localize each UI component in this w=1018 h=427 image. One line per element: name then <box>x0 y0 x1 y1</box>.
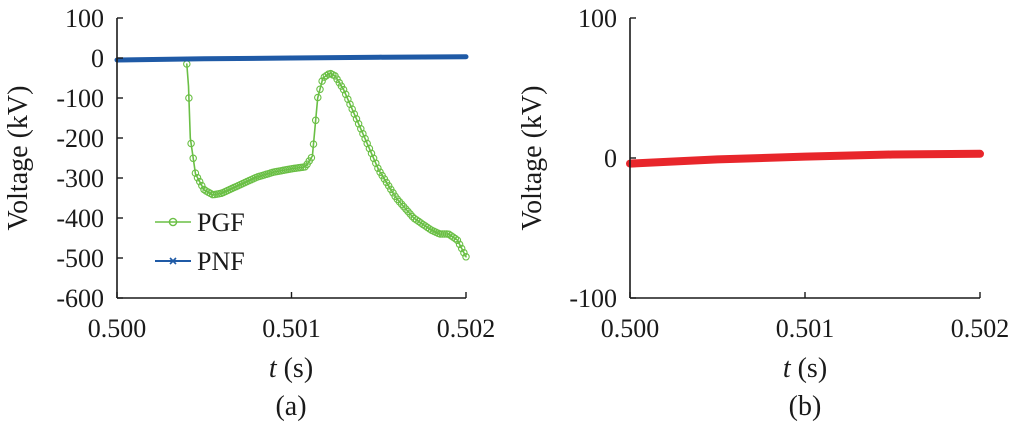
pgf-marker <box>402 205 410 213</box>
panel-a-x-axis-label: t (s) <box>269 353 313 384</box>
panel-a-x-tick-label: 0.501 <box>262 314 321 343</box>
pgf-marker <box>395 197 404 206</box>
panel-b-x-tick-label: 0.500 <box>601 314 660 343</box>
panel-b-x-tick-label: 0.502 <box>951 314 1010 343</box>
panel-a-y-tick-label: -500 <box>56 244 104 273</box>
pgf-marker <box>359 129 367 138</box>
pgf-marker <box>361 134 369 143</box>
panel-b-y-tick-label: 100 <box>578 4 617 33</box>
panel-a-y-tick-label: -100 <box>56 84 104 113</box>
pgf-marker <box>198 181 206 190</box>
pgf-marker <box>352 115 361 123</box>
panel-b-caption: (b) <box>789 391 822 422</box>
pgf-marker <box>339 85 348 94</box>
pgf-marker <box>185 94 193 102</box>
pgf-marker <box>457 244 466 253</box>
panel-b-x-label-var: t <box>783 353 792 384</box>
pgf-marker <box>399 202 408 211</box>
pgf-marker <box>307 153 316 162</box>
pgf-marker <box>193 173 202 182</box>
panel-b-y-axis-label: Voltage (kV) <box>517 86 548 231</box>
panel-a-y-tick-label: -400 <box>56 204 104 233</box>
panel-b-x-axis-label: t (s) <box>783 353 827 384</box>
panel-a-y-tick-label: 100 <box>65 4 104 33</box>
panel-a-y-tick-marks <box>117 17 123 299</box>
pgf-marker <box>344 95 352 103</box>
panel-a-x-label-var: t <box>269 353 278 384</box>
panel-b-y-tick-marks <box>630 17 636 299</box>
chart-panel-a: 100 0 -100 -200 -300 -400 -500 -600 0.50… <box>3 4 495 422</box>
panel-a-caption: (a) <box>275 391 306 422</box>
pgf-marker <box>462 253 470 261</box>
pgf-marker <box>372 159 380 167</box>
legend-pgf-marker <box>168 217 178 227</box>
pgf-marker <box>357 125 365 133</box>
pgf-marker <box>314 93 322 102</box>
panel-a-x-tick-label: 0.502 <box>437 314 496 343</box>
panel-b-y-tick-label: 0 <box>604 144 617 173</box>
pgf-marker <box>369 154 378 163</box>
panel-b-x-tick-marks <box>629 292 981 298</box>
panel-a-y-tick-label: 0 <box>91 44 104 73</box>
pgf-marker <box>451 234 460 243</box>
pgf-marker <box>397 200 406 208</box>
pgf-marker <box>318 77 326 85</box>
pgf-marker <box>367 149 376 158</box>
pgf-marker <box>316 85 324 94</box>
pgf-marker <box>453 236 462 245</box>
panel-a-x-tick-label: 0.500 <box>88 314 147 343</box>
panel-b-y-tick-label: -100 <box>569 284 617 313</box>
panel-b-data-marks <box>626 149 984 168</box>
panel-a-y-axis-label: Voltage (kV) <box>3 86 34 231</box>
pgf-marker <box>460 248 468 257</box>
pgf-marker <box>374 164 382 172</box>
panel-a-y-tick-label: -600 <box>56 284 104 313</box>
pgf-marker <box>189 154 197 163</box>
chart-panel-b: 100 0 -100 0.500 0.501 0.502 t (s) Volta… <box>517 4 1009 422</box>
legend-pnf-marker <box>169 257 177 265</box>
pgf-marker <box>195 177 204 186</box>
pgf-marker <box>406 210 414 218</box>
pgf-marker <box>404 207 412 216</box>
panel-a-x-tick-marks <box>116 292 467 298</box>
pgf-marker <box>311 116 320 125</box>
series-0-line <box>626 149 984 168</box>
pgf-marker <box>187 139 195 148</box>
panel-a-y-tick-label: -300 <box>56 164 104 193</box>
panel-a-data-marks <box>114 54 470 261</box>
pnf-line <box>114 54 469 63</box>
legend-pnf-label: PNF <box>197 247 245 276</box>
panel-a-legend: PGF PNF <box>155 208 245 276</box>
legend-pgf-label: PGF <box>197 208 245 237</box>
pgf-marker <box>191 169 200 177</box>
pgf-marker <box>393 195 402 203</box>
panel-b-x-tick-label: 0.501 <box>776 314 835 343</box>
pgf-marker <box>455 240 464 249</box>
pgf-marker <box>309 140 318 148</box>
pgf-marker <box>350 110 359 118</box>
pgf-marker <box>346 100 354 108</box>
pgf-marker <box>348 105 356 113</box>
panel-a-y-tick-label: -200 <box>56 124 104 153</box>
pgf-marker <box>341 90 350 99</box>
pgf-marker <box>365 144 374 153</box>
panel-a-x-label-unit: (s) <box>277 353 314 384</box>
panel-b-x-label-unit: (s) <box>791 353 828 384</box>
